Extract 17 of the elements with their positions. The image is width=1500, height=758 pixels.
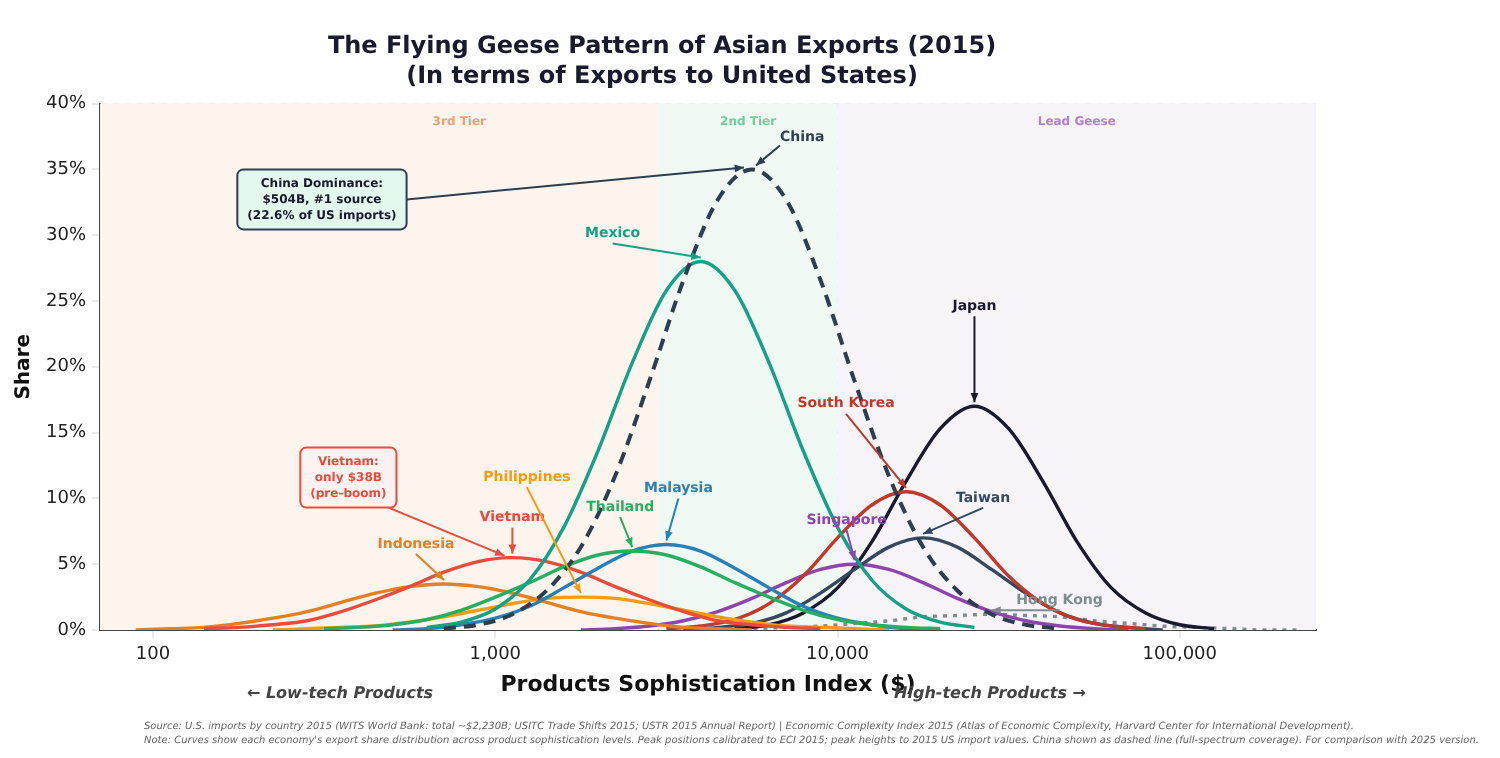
y-tick-label: 10% bbox=[45, 489, 87, 510]
y-tick-label: 35% bbox=[45, 160, 87, 181]
x-tick-label: 10,000 bbox=[806, 645, 870, 666]
y-tick-label: 15% bbox=[45, 423, 87, 444]
y-tick-label: 25% bbox=[45, 291, 87, 312]
y-tick-label: 20% bbox=[45, 357, 87, 378]
y-tick-label: 0% bbox=[57, 620, 87, 641]
y-tick-label: 5% bbox=[57, 554, 87, 575]
text: ← Low-tech Products bbox=[246, 684, 434, 703]
chart-title: The Flying Geese Pattern of Asian Exports (2015) bbox=[327, 30, 997, 59]
y-axis-title: Share bbox=[13, 333, 36, 400]
x-tick-label: 100,000 bbox=[1142, 645, 1218, 666]
chart-subtitle: (In terms of Exports to United States) bbox=[406, 61, 918, 90]
x-tick-label: 100 bbox=[135, 645, 171, 666]
y-tick-label: 30% bbox=[45, 225, 87, 246]
x-tick-label: 1,000 bbox=[469, 645, 522, 666]
y-tick-label: 40% bbox=[45, 94, 87, 115]
